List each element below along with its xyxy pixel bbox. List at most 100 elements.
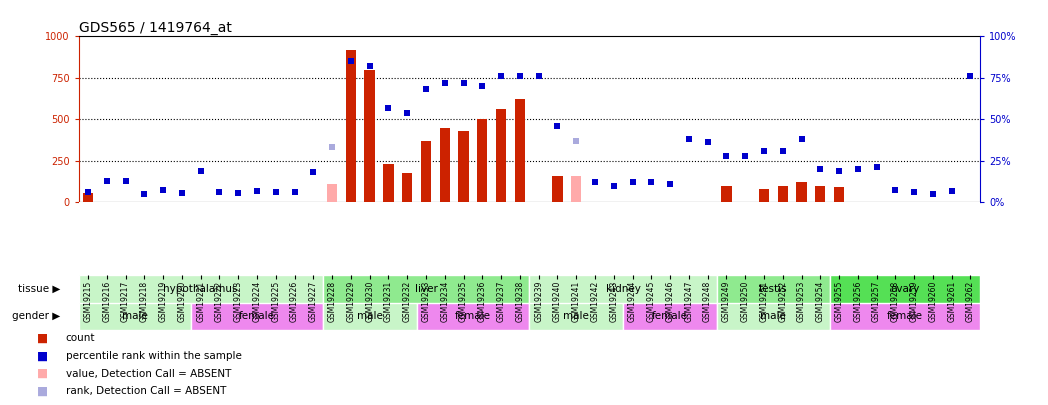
Bar [529,303,624,330]
Point [267,189,284,195]
Text: GDS565 / 1419764_at: GDS565 / 1419764_at [79,21,232,35]
Text: ■: ■ [37,350,48,362]
Point [248,188,265,194]
Bar [721,185,732,202]
Point [549,123,566,129]
Bar [624,303,717,330]
Point [756,147,772,154]
Text: ■: ■ [37,385,48,398]
Bar [191,303,323,330]
Point [868,164,885,171]
Bar [421,141,431,202]
Point [831,168,848,175]
Point [642,179,659,185]
Bar [815,185,826,202]
Text: male: male [563,311,589,321]
Point [362,63,378,70]
Point [230,190,246,196]
Point [117,177,134,184]
Point [286,189,303,195]
Point [943,188,960,194]
Text: kidney: kidney [606,284,640,294]
Bar [83,193,93,202]
Point [568,138,585,144]
Bar [477,119,487,202]
Point [606,182,623,189]
Text: female: female [652,311,689,321]
Point [380,104,397,111]
Point [661,181,678,187]
Point [718,152,735,159]
Point [587,179,604,185]
Bar [323,275,529,303]
Text: tissue ▶: tissue ▶ [18,284,61,294]
Text: male: male [761,311,786,321]
Bar [79,275,323,303]
Text: gender ▶: gender ▶ [13,311,61,321]
Point [80,189,96,195]
Text: value, Detection Call = ABSENT: value, Detection Call = ABSENT [66,369,231,379]
Bar [402,173,412,202]
Bar [384,164,394,202]
Text: testis: testis [759,284,788,294]
Point [887,187,903,194]
Bar [552,176,563,202]
Text: ovary: ovary [890,284,919,294]
Point [417,86,434,93]
Text: male: male [356,311,383,321]
Bar [571,176,582,202]
Bar [830,303,980,330]
Point [455,80,472,86]
Point [343,58,359,64]
Point [155,187,172,194]
Bar [759,189,769,202]
Point [850,166,867,172]
Bar [778,185,788,202]
Point [680,136,697,143]
Text: rank, Detection Call = ABSENT: rank, Detection Call = ABSENT [66,386,226,396]
Point [625,179,641,185]
Bar [529,275,717,303]
Bar [327,184,337,202]
Bar [796,182,807,202]
Text: female: female [455,311,490,321]
Point [136,191,153,197]
Text: male: male [122,311,148,321]
Bar [79,303,191,330]
Point [812,166,829,172]
Bar [439,128,450,202]
Bar [834,187,845,202]
Point [793,136,810,143]
Point [699,139,716,146]
Point [511,73,528,79]
Bar [346,50,356,202]
Point [324,144,341,151]
Text: ■: ■ [37,367,48,380]
Bar [717,275,830,303]
Point [924,191,941,197]
Bar [458,131,468,202]
Bar [496,109,506,202]
Text: percentile rank within the sample: percentile rank within the sample [66,351,241,361]
Text: ■: ■ [37,332,48,345]
Point [962,73,979,79]
Point [174,190,191,196]
Point [99,177,115,184]
Point [305,169,322,175]
Point [399,109,416,116]
Point [436,80,453,86]
Text: female: female [887,311,923,321]
Point [192,167,209,174]
Bar [515,99,525,202]
Bar [323,303,416,330]
Bar [365,70,375,202]
Point [211,189,227,195]
Text: count: count [66,333,95,343]
Text: hypothalamus: hypothalamus [163,284,238,294]
Text: female: female [239,311,275,321]
Bar [717,303,830,330]
Point [530,73,547,79]
Point [493,73,509,79]
Point [737,152,754,159]
Bar [417,303,529,330]
